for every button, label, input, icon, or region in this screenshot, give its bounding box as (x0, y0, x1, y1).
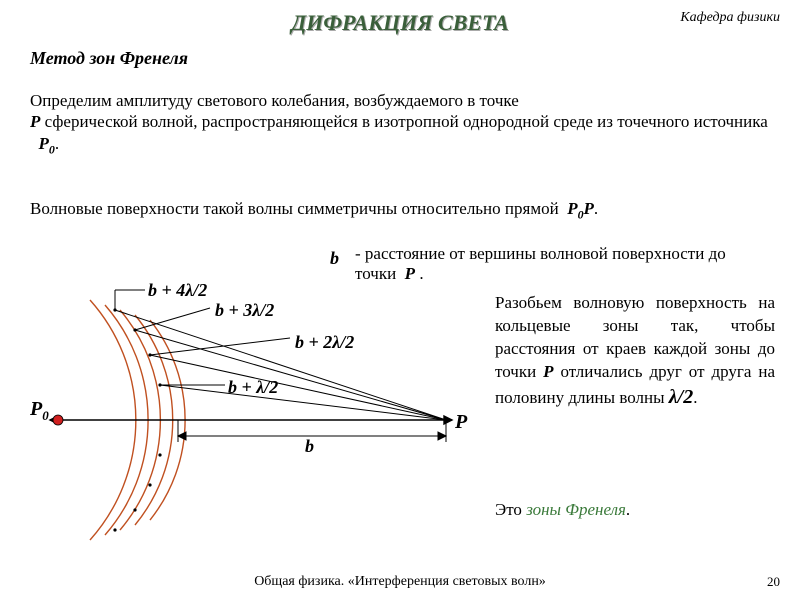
paragraph-2: Волновые поверхности такой волны симметр… (30, 198, 770, 222)
p1-text-a: Определим амплитуду светового колебания,… (30, 91, 519, 110)
dot: . (594, 199, 598, 218)
label-P0: P0 (29, 398, 49, 423)
symbol-P0: P0 (39, 134, 55, 153)
symbol-b: b (330, 248, 339, 269)
zone-label-3: b + 3λ/2 (215, 300, 274, 320)
b-description: - расстояние от вершины волновой поверхн… (355, 244, 765, 285)
p4-a: Это (495, 500, 522, 519)
source-point (53, 415, 63, 425)
p3-text-b: отличались друг от друга на половину дли… (495, 362, 775, 407)
paragraph-3: Разобьем волновую поверхность на кольцев… (495, 292, 775, 411)
symbol-P-3: P (543, 362, 553, 381)
slide-subtitle: Метод зон Френеля (30, 48, 188, 69)
axis-line (50, 416, 452, 424)
page-number: 20 (767, 574, 780, 590)
zone-label-2: b + 2λ/2 (295, 332, 354, 352)
p2-text-a: Волновые поверхности такой волны симметр… (30, 199, 559, 218)
p1-text-b: сферической волной, распространяющейся в… (45, 112, 768, 131)
fresnel-diagram: P0 P b b + λ/2 b + 2λ/2 b + 3λ/2 b + 4λ/… (20, 280, 480, 550)
department-label: Кафедра физики (680, 10, 780, 26)
label-P: P (454, 411, 468, 433)
zone-label-4: b + 4λ/2 (148, 280, 207, 300)
dot: . (693, 388, 697, 407)
paragraph-4: Это зоны Френеля. (495, 500, 775, 520)
fresnel-zones-term: зоны Френеля (526, 500, 626, 519)
label-b: b (305, 436, 314, 456)
dot: . (55, 134, 59, 153)
symbol-P0P: P0P (567, 199, 594, 218)
zone-rays (115, 290, 446, 420)
lambda-half: λ/2 (669, 386, 693, 408)
dot: . (626, 500, 630, 519)
footer-text: Общая физика. «Интерференция световых во… (0, 574, 800, 590)
symbol-P: P (30, 112, 40, 131)
paragraph-1: Определим амплитуду светового колебания,… (30, 90, 770, 157)
zone-label-1: b + λ/2 (228, 377, 278, 397)
